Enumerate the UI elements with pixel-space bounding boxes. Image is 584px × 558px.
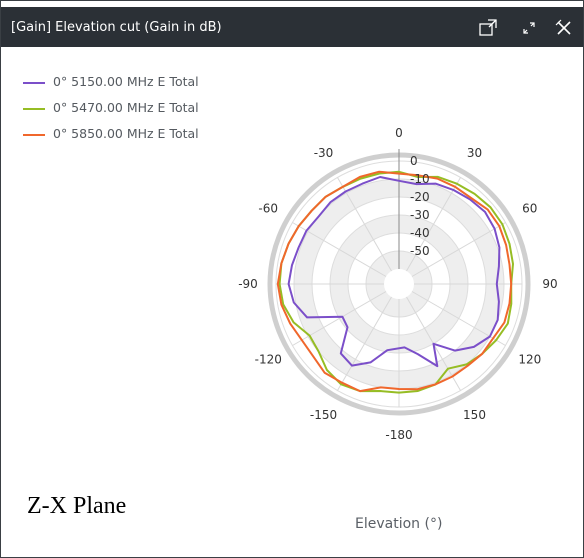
angle-tick-label: -180	[385, 428, 412, 442]
plane-annotation: Z-X Plane	[27, 493, 127, 519]
angle-tick-label: -90	[238, 277, 258, 291]
popout-icon	[479, 19, 497, 36]
angular-grid-line	[292, 291, 387, 346]
angle-tick-label: 150	[463, 408, 486, 422]
angular-grid-line	[292, 222, 387, 277]
angular-grid-line	[337, 296, 392, 391]
angular-grid-line	[411, 222, 506, 277]
expand-button[interactable]	[518, 17, 540, 39]
angle-tick-label: 30	[467, 146, 482, 160]
radial-tick-label: -40	[410, 226, 430, 240]
legend-swatch	[23, 134, 45, 136]
legend-label: 0° 5150.00 MHz E Total	[53, 74, 199, 89]
angle-tick-label: -120	[255, 353, 282, 367]
angular-grid-line	[337, 177, 392, 272]
radial-tick-label: -20	[410, 190, 430, 204]
angle-tick-label: 120	[518, 353, 541, 367]
close-icon	[555, 19, 571, 35]
angle-tick-label: 0	[395, 126, 403, 140]
x-axis-label: Elevation (°)	[355, 516, 443, 532]
angle-tick-label: -60	[258, 202, 278, 216]
legend-label: 0° 5850.00 MHz E Total	[53, 126, 199, 141]
series-line	[287, 176, 501, 368]
angle-tick-label: -150	[310, 408, 337, 422]
close-button[interactable]	[553, 17, 575, 39]
expand-icon	[523, 22, 535, 34]
polar-center-hole	[384, 269, 414, 299]
legend-swatch	[23, 108, 45, 110]
radial-tick-label: -30	[410, 208, 430, 222]
radial-tick-label: -10	[410, 172, 430, 186]
angle-tick-label: -30	[314, 146, 334, 160]
title-bar: [Gain] Elevation cut (Gain in dB)	[1, 1, 583, 47]
radial-tick-label: -50	[410, 244, 430, 258]
angular-grid-line	[406, 177, 461, 272]
legend-swatch	[23, 82, 45, 84]
angle-tick-label: 90	[542, 277, 557, 291]
series-line	[276, 170, 513, 393]
window-title: [Gain] Elevation cut (Gain in dB)	[11, 20, 222, 35]
angle-tick-label: 60	[522, 202, 537, 216]
legend-label: 0° 5470.00 MHz E Total	[53, 100, 199, 115]
popout-button[interactable]	[477, 17, 499, 39]
radial-tick-label: 0	[410, 154, 418, 168]
